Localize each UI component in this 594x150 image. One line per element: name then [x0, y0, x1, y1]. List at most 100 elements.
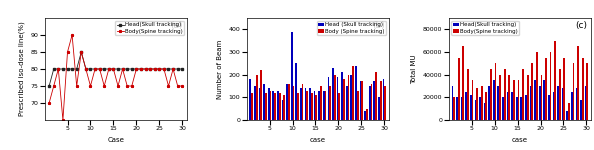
Bar: [577, 46, 579, 120]
Head(Skull tracking): [100, 68, 108, 70]
Body(Spine tracking): [87, 85, 94, 87]
Head(Skull tracking): [68, 68, 75, 70]
Line: Head(Skull tracking): Head(Skull tracking): [48, 51, 184, 87]
Head(Skull tracking): [160, 68, 168, 70]
Bar: [375, 72, 377, 120]
Bar: [369, 86, 371, 120]
Bar: [527, 75, 529, 120]
Body(Spine tracking): [156, 68, 163, 70]
Bar: [286, 84, 288, 120]
Bar: [557, 86, 559, 120]
Head(Skull tracking): [174, 68, 181, 70]
Body(Spine tracking): [142, 68, 149, 70]
Bar: [461, 97, 463, 120]
Bar: [484, 103, 485, 120]
Head(Skull tracking): [78, 51, 85, 53]
Bar: [502, 97, 504, 120]
Bar: [536, 52, 538, 120]
Head(Skull tracking): [179, 68, 186, 70]
Head(Skull tracking): [142, 68, 149, 70]
Head(Skull tracking): [133, 68, 140, 70]
Head(Skull tracking): [147, 68, 154, 70]
Bar: [463, 46, 465, 120]
Bar: [265, 93, 267, 120]
Bar: [576, 88, 577, 120]
Bar: [251, 93, 253, 120]
Head(Skull tracking): [50, 68, 57, 70]
Bar: [525, 95, 527, 120]
Bar: [554, 41, 556, 120]
Bar: [499, 75, 501, 120]
Bar: [374, 81, 375, 120]
Bar: [545, 58, 547, 120]
Head(Skull tracking): [64, 68, 71, 70]
Bar: [504, 69, 505, 120]
Body(Spine tracking): [151, 68, 158, 70]
Bar: [350, 75, 352, 120]
Bar: [511, 92, 513, 120]
Bar: [332, 68, 334, 120]
Bar: [337, 77, 339, 120]
Bar: [481, 86, 482, 120]
Legend: Head(Skull tracking), Body(Spine tracking): Head(Skull tracking), Body(Spine trackin…: [451, 21, 519, 35]
Body(Spine tracking): [128, 85, 135, 87]
Bar: [451, 86, 453, 120]
Bar: [320, 86, 322, 120]
Bar: [380, 81, 381, 120]
Bar: [476, 88, 478, 120]
Bar: [357, 91, 359, 120]
Bar: [458, 58, 460, 120]
Bar: [359, 81, 361, 120]
Legend: Head (Skull tracking), Body (Spine tracking): Head (Skull tracking), Body (Spine track…: [317, 21, 386, 35]
Y-axis label: Number of Beam: Number of Beam: [217, 39, 223, 99]
Bar: [318, 91, 320, 120]
Bar: [366, 109, 368, 120]
Bar: [343, 79, 345, 120]
Head(Skull tracking): [151, 68, 158, 70]
X-axis label: case: case: [310, 137, 326, 143]
Bar: [490, 69, 492, 120]
Bar: [334, 75, 336, 120]
Bar: [314, 91, 315, 120]
Head(Skull tracking): [137, 68, 144, 70]
Bar: [297, 93, 299, 120]
X-axis label: Case: Case: [108, 137, 124, 143]
Bar: [495, 63, 497, 120]
Text: (c): (c): [575, 21, 587, 30]
Bar: [513, 80, 515, 120]
Head(Skull tracking): [96, 68, 103, 70]
Bar: [516, 97, 517, 120]
Bar: [254, 86, 256, 120]
Bar: [323, 91, 325, 120]
Bar: [485, 92, 487, 120]
Bar: [288, 84, 290, 120]
Body(Spine tracking): [137, 68, 144, 70]
Bar: [291, 32, 292, 120]
Bar: [273, 91, 274, 120]
Bar: [507, 92, 508, 120]
Bar: [263, 84, 265, 120]
Bar: [256, 75, 258, 120]
Body(Spine tracking): [55, 68, 62, 70]
Bar: [339, 93, 340, 120]
Body(Spine tracking): [78, 51, 85, 53]
Bar: [371, 84, 372, 120]
Bar: [568, 103, 570, 120]
Bar: [274, 93, 276, 120]
Head(Skull tracking): [115, 68, 122, 70]
Bar: [530, 86, 532, 120]
Bar: [300, 88, 302, 120]
Bar: [549, 52, 551, 120]
Bar: [325, 91, 327, 120]
Head(Skull tracking): [156, 68, 163, 70]
Bar: [573, 63, 574, 120]
Bar: [532, 63, 533, 120]
Body(Spine tracking): [91, 68, 99, 70]
Bar: [384, 86, 386, 120]
Bar: [571, 92, 573, 120]
Bar: [305, 88, 307, 120]
Head(Skull tracking): [55, 68, 62, 70]
Bar: [475, 100, 476, 120]
Bar: [470, 95, 472, 120]
Bar: [364, 111, 366, 120]
